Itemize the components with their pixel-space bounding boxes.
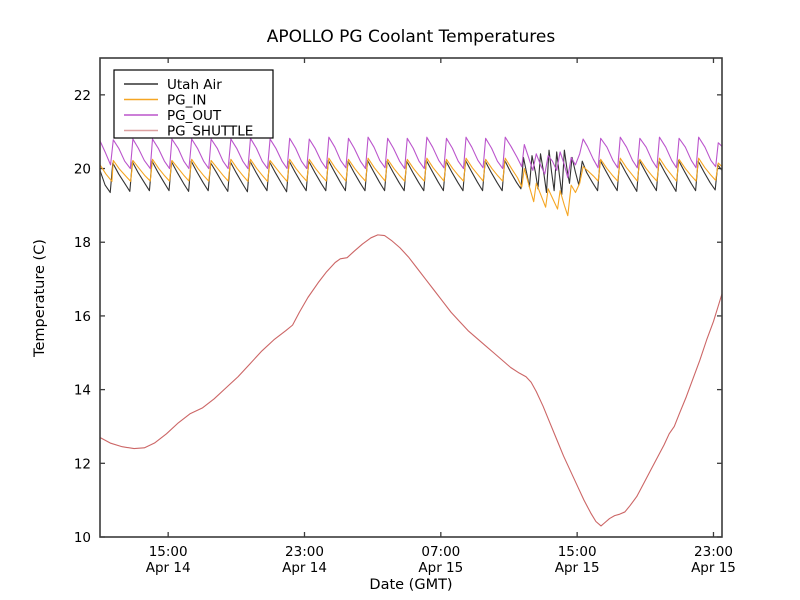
x-tick-label-date: Apr 14 xyxy=(282,560,327,576)
legend-label-utah-air: Utah Air xyxy=(167,77,222,93)
x-tick-label-date: Apr 15 xyxy=(418,560,463,576)
x-tick-label-time: 23:00 xyxy=(694,544,733,560)
series-line-pg-in xyxy=(100,157,722,217)
x-axis-label: Date (GMT) xyxy=(369,577,452,593)
x-tick-label-time: 15:00 xyxy=(149,544,188,560)
y-axis-label: Temperature (C) xyxy=(32,239,48,358)
series-line-pg-shuttle xyxy=(100,234,722,527)
x-tick-label-date: Apr 15 xyxy=(691,560,736,576)
x-tick-label-time: 15:00 xyxy=(558,544,597,560)
legend-box xyxy=(113,69,274,139)
y-axis-ticks: 10 12 14 16 18 20 22 xyxy=(74,88,722,546)
y-tick-label: 14 xyxy=(74,383,91,399)
x-tick-label-time: 07:00 xyxy=(421,544,460,560)
chart-title: APOLLO PG Coolant Temperatures xyxy=(267,27,556,47)
y-tick-label: 12 xyxy=(74,456,91,472)
plot-axes-frame xyxy=(99,57,723,538)
legend-label-pg-shuttle: PG_SHUTTLE xyxy=(167,124,253,140)
y-tick-label: 10 xyxy=(74,530,91,546)
x-tick-label-date: Apr 15 xyxy=(555,560,600,576)
legend-label-pg-out: PG_OUT xyxy=(167,108,222,124)
legend-label-pg-in: PG_IN xyxy=(167,93,206,109)
y-tick-label: 18 xyxy=(74,235,91,251)
y-tick-label: 20 xyxy=(74,162,91,178)
y-tick-label: 16 xyxy=(74,309,91,325)
y-tick-label: 22 xyxy=(74,88,91,104)
series-line-pg-out xyxy=(100,136,722,179)
x-tick-label-date: Apr 14 xyxy=(146,560,191,576)
x-tick-label-time: 23:00 xyxy=(285,544,324,560)
data-series-group xyxy=(100,136,722,527)
